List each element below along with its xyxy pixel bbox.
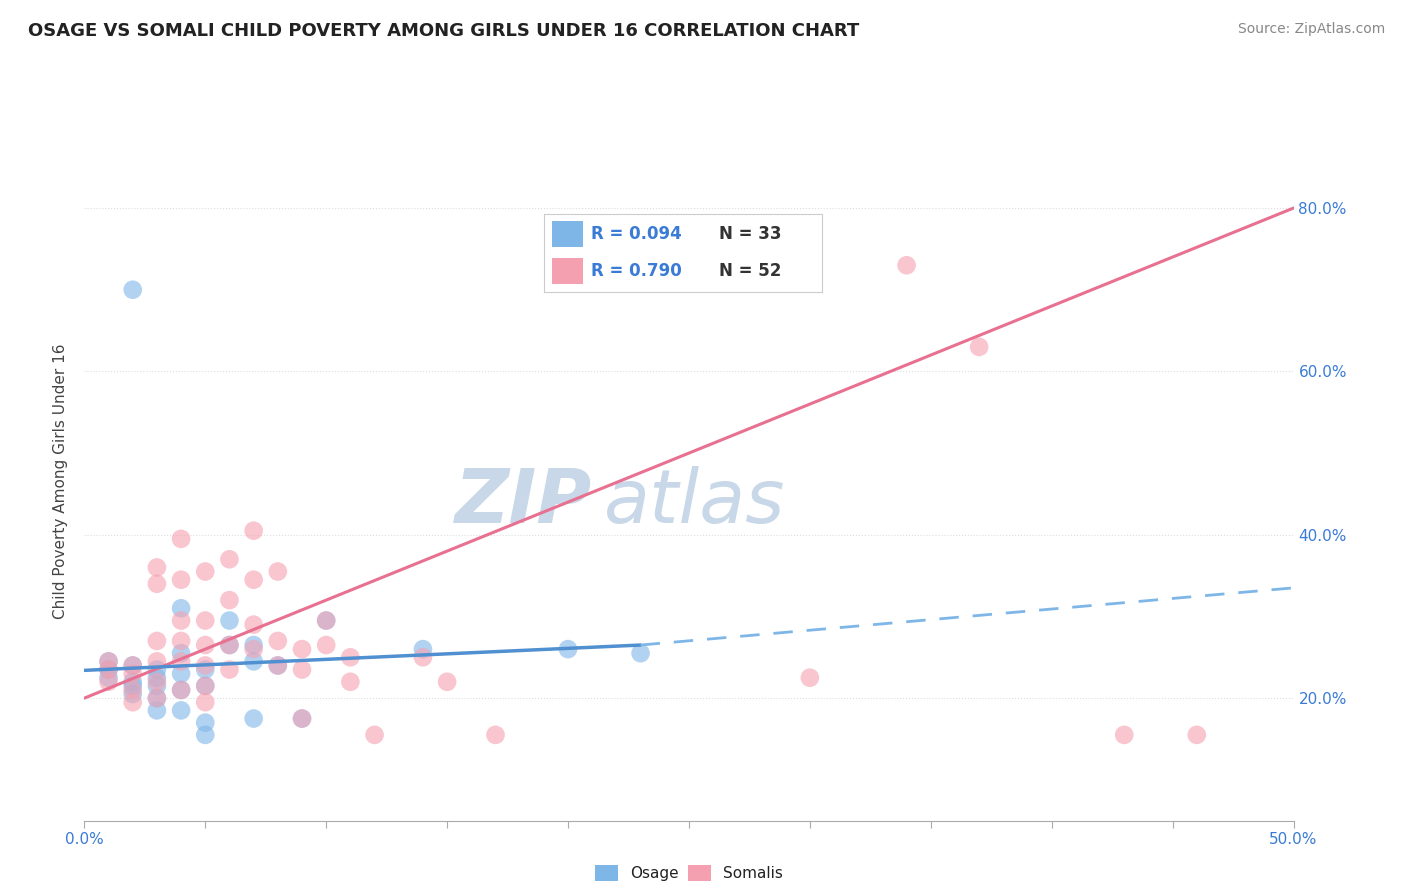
Point [170, 666, 193, 681]
Text: R = 0.790: R = 0.790 [591, 262, 682, 280]
Text: N = 33: N = 33 [718, 225, 782, 244]
Point [170, 614, 193, 628]
Point [146, 663, 169, 677]
Point [146, 634, 169, 648]
Point [146, 576, 169, 591]
Point [121, 682, 143, 697]
Point [267, 634, 290, 648]
Point [170, 703, 193, 717]
Point [121, 679, 143, 693]
Point [291, 712, 314, 726]
Point [218, 614, 240, 628]
Text: atlas: atlas [605, 466, 786, 538]
Legend: Osage, Somalis: Osage, Somalis [589, 859, 789, 888]
Point [1114, 728, 1136, 742]
Point [242, 617, 264, 632]
Point [194, 715, 217, 730]
Point [630, 646, 652, 660]
Point [194, 679, 217, 693]
Point [121, 666, 143, 681]
Point [194, 614, 217, 628]
Text: OSAGE VS SOMALI CHILD POVERTY AMONG GIRLS UNDER 16 CORRELATION CHART: OSAGE VS SOMALI CHILD POVERTY AMONG GIRL… [28, 22, 859, 40]
Point [121, 674, 143, 689]
Point [121, 658, 143, 673]
Point [121, 283, 143, 297]
Point [218, 638, 240, 652]
Point [97, 663, 120, 677]
Point [896, 258, 918, 272]
Text: ZIP: ZIP [456, 466, 592, 539]
Point [170, 634, 193, 648]
Point [194, 565, 217, 579]
Point [194, 638, 217, 652]
Point [146, 671, 169, 685]
Point [242, 712, 264, 726]
Point [412, 642, 434, 657]
Point [218, 552, 240, 566]
Point [121, 658, 143, 673]
Point [146, 703, 169, 717]
Point [242, 642, 264, 657]
Text: Source: ZipAtlas.com: Source: ZipAtlas.com [1237, 22, 1385, 37]
Point [146, 560, 169, 574]
Point [121, 687, 143, 701]
Point [339, 674, 361, 689]
Point [291, 712, 314, 726]
Point [170, 682, 193, 697]
Point [170, 654, 193, 668]
Point [146, 691, 169, 706]
Point [97, 654, 120, 668]
Point [436, 674, 458, 689]
Point [218, 593, 240, 607]
Point [146, 654, 169, 668]
Bar [553, 221, 582, 247]
Point [170, 646, 193, 660]
Point [267, 658, 290, 673]
Point [194, 728, 217, 742]
Point [146, 674, 169, 689]
Point [799, 671, 821, 685]
Point [170, 532, 193, 546]
Point [242, 524, 264, 538]
Bar [553, 258, 582, 284]
Point [97, 654, 120, 668]
Point [363, 728, 385, 742]
Point [291, 642, 314, 657]
Point [315, 614, 337, 628]
Point [146, 691, 169, 706]
Point [194, 658, 217, 673]
Point [242, 573, 264, 587]
Text: N = 52: N = 52 [718, 262, 782, 280]
Point [484, 728, 506, 742]
Point [218, 663, 240, 677]
Point [218, 638, 240, 652]
Point [194, 679, 217, 693]
Point [242, 638, 264, 652]
Point [170, 682, 193, 697]
Point [267, 565, 290, 579]
Text: R = 0.094: R = 0.094 [591, 225, 682, 244]
Point [267, 658, 290, 673]
Point [557, 642, 579, 657]
Point [97, 663, 120, 677]
Point [170, 601, 193, 615]
Point [339, 650, 361, 665]
Point [194, 663, 217, 677]
Point [121, 695, 143, 709]
Y-axis label: Child Poverty Among Girls Under 16: Child Poverty Among Girls Under 16 [53, 344, 69, 619]
Point [967, 340, 990, 354]
Point [97, 674, 120, 689]
Point [97, 671, 120, 685]
Point [1185, 728, 1208, 742]
Point [315, 638, 337, 652]
Point [194, 695, 217, 709]
Point [146, 679, 169, 693]
Point [315, 614, 337, 628]
Point [291, 663, 314, 677]
Point [242, 654, 264, 668]
Point [412, 650, 434, 665]
Point [170, 573, 193, 587]
